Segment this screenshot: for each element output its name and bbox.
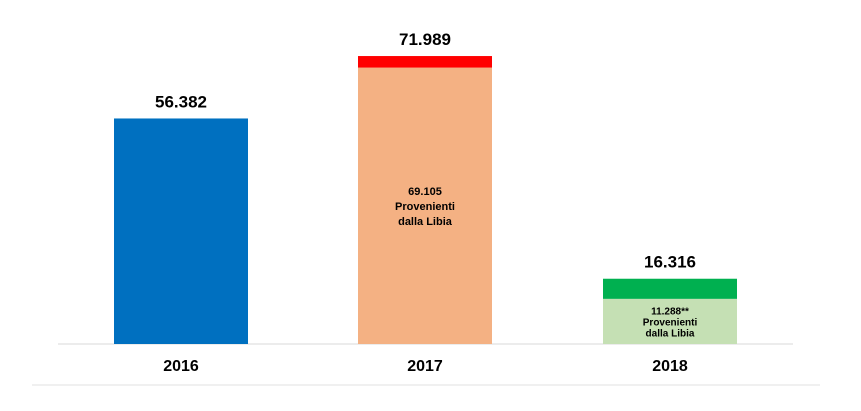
x-tick-label-2016: 2016 — [163, 358, 199, 375]
bar-2016-total — [114, 118, 248, 344]
bars-group — [114, 56, 737, 344]
x-tick-label-2017: 2017 — [407, 358, 443, 375]
segment-label-2017: 69.105 — [408, 186, 442, 198]
segment-label-2018: Provenienti — [643, 317, 698, 328]
bar-2017-altro — [358, 56, 492, 68]
bar-2017-libia — [358, 67, 492, 344]
segment-label-2018: 11.288** — [651, 306, 689, 317]
total-label-2016: 56.382 — [155, 92, 207, 111]
total-label-2017: 71.989 — [399, 30, 451, 49]
segment-label-2018: dalla Libia — [646, 328, 695, 339]
x-tick-label-2018: 2018 — [652, 358, 688, 375]
bar-2018-altro — [603, 278, 737, 299]
bar-2018-libia — [603, 298, 737, 344]
segment-label-2017: dalla Libia — [398, 216, 453, 228]
segment-label-2017: Provenienti — [395, 201, 455, 213]
total-label-2018: 16.316 — [644, 253, 696, 272]
